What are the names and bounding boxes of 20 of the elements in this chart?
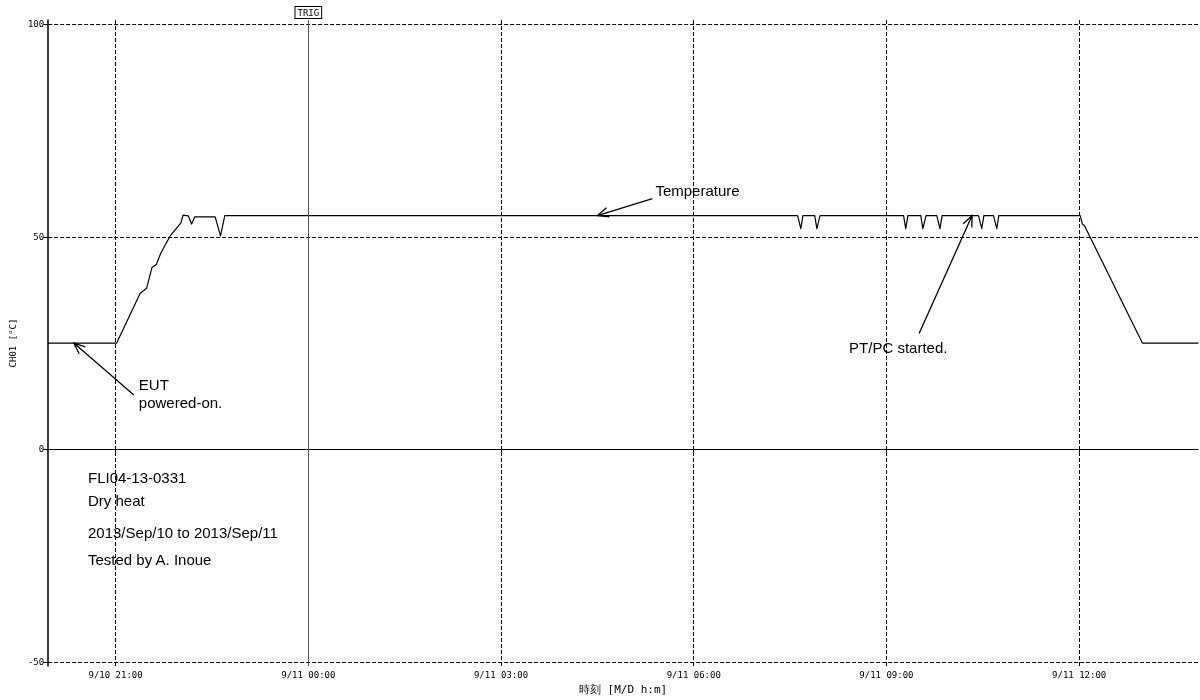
annotation: PT/PC started. bbox=[849, 339, 948, 357]
y-tick-label: 50 bbox=[33, 231, 45, 242]
y-tick-label: -50 bbox=[27, 656, 45, 667]
x-tick-label: 9/11 06:00 bbox=[666, 669, 721, 680]
y-tick-label: 100 bbox=[27, 19, 45, 30]
x-tick-label: 9/10 21:00 bbox=[88, 669, 143, 680]
annotation: FLI04-13-0331 bbox=[88, 469, 187, 486]
x-axis-title: 時刻 [M/D h:m] bbox=[578, 683, 668, 696]
ref-line-label: TRIG bbox=[297, 7, 320, 18]
annotation: Dry heat bbox=[88, 492, 146, 509]
annotation: Temperature bbox=[655, 182, 740, 200]
annotation: Tested by A. Inoue bbox=[88, 551, 212, 568]
x-tick-label: 9/11 09:00 bbox=[859, 669, 914, 680]
x-tick-label: 9/11 00:00 bbox=[281, 669, 336, 680]
x-tick-label: 9/11 03:00 bbox=[473, 669, 529, 680]
x-tick-label: 9/11 12:00 bbox=[1052, 669, 1107, 680]
annotation: EUT powered-on. bbox=[138, 375, 223, 411]
annotation: 2013/Sep/10 to 2013/Sep/11 bbox=[88, 524, 278, 541]
y-axis-title: CH01 [°C] bbox=[7, 318, 18, 368]
y-tick-label: 0 bbox=[38, 444, 45, 455]
